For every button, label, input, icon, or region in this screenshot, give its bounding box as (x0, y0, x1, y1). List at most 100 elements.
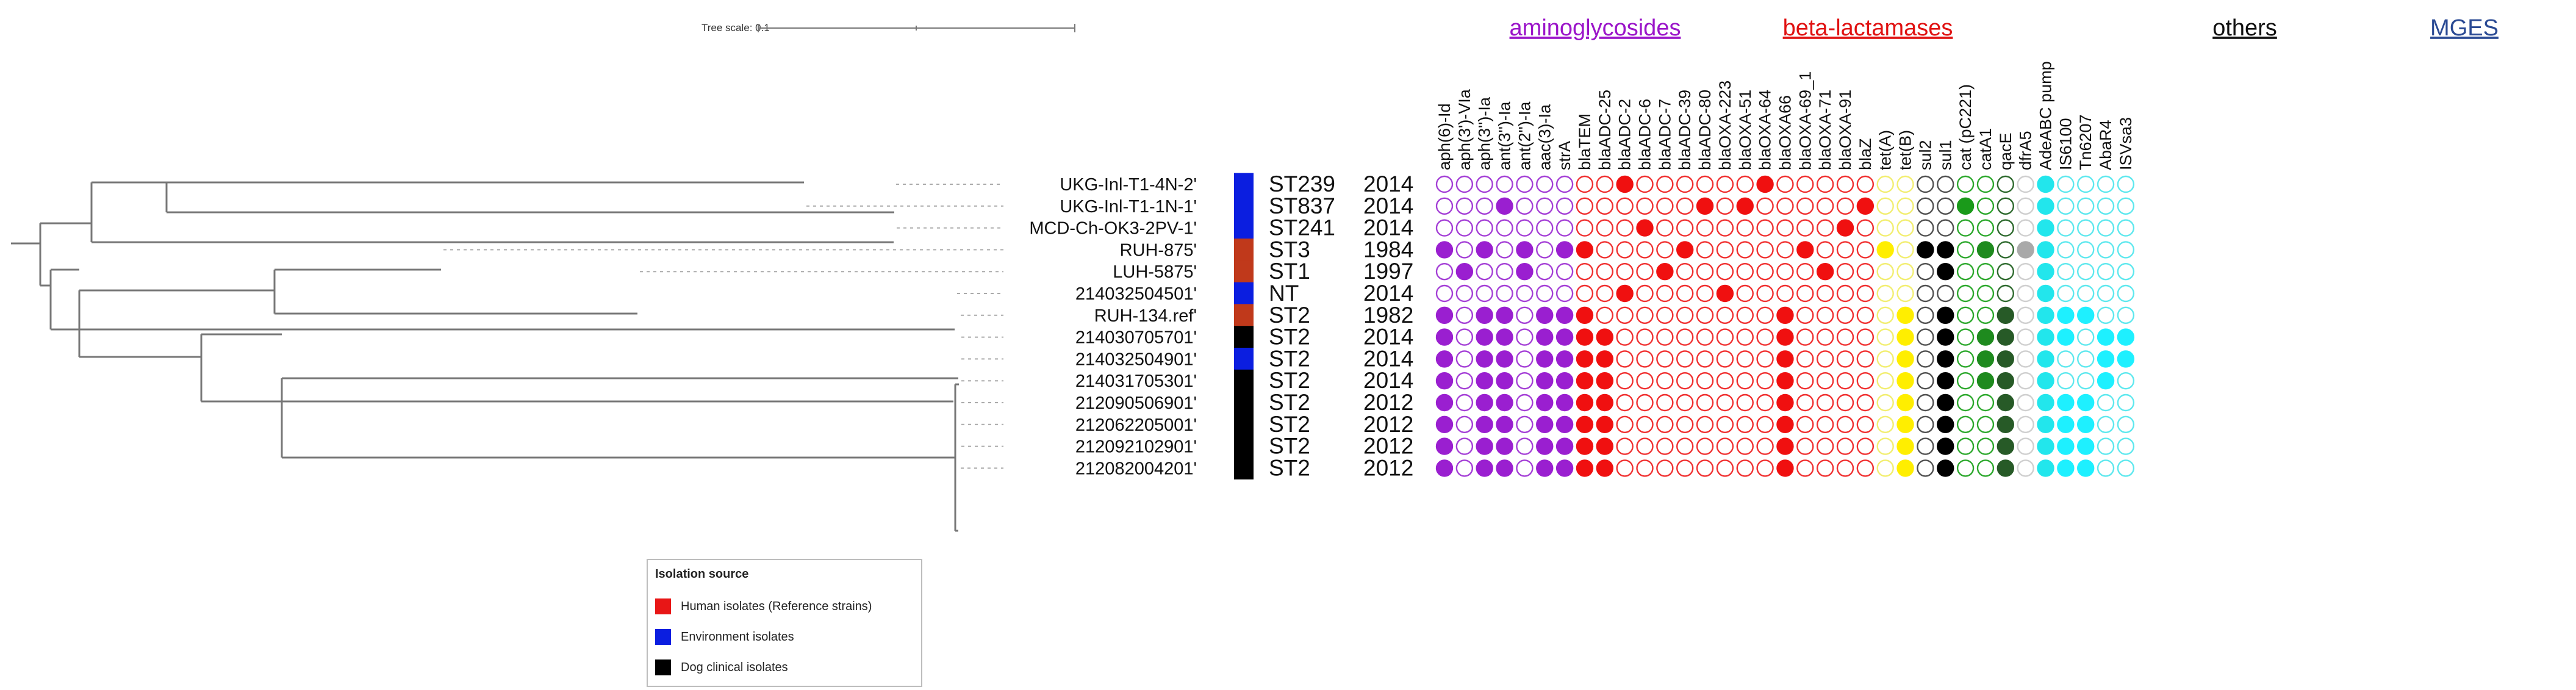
gene-absent-marker (1776, 284, 1794, 303)
gene-present-marker (1596, 415, 1614, 433)
gene-present-marker (2037, 459, 2054, 477)
gene-absent-marker (2017, 394, 2034, 412)
gene-absent-marker (1756, 328, 1774, 346)
gene-column-header: blaTEM (1576, 113, 1594, 170)
gene-absent-marker (1816, 437, 1834, 455)
gene-absent-marker (2057, 197, 2075, 215)
aminoglycosides-header: aminoglycosides (1510, 15, 1681, 41)
gene-present-marker (1956, 197, 1975, 215)
gene-absent-marker (1636, 263, 1654, 281)
gene-column-header: AbaR4 (2097, 120, 2115, 170)
gene-present-marker (1596, 394, 1614, 412)
gene-absent-marker (1636, 394, 1654, 412)
gene-absent-marker (1997, 219, 2015, 237)
gene-absent-marker (1917, 197, 1934, 215)
gene-absent-marker (1937, 284, 1954, 303)
gene-present-marker (1476, 415, 1493, 433)
gene-absent-marker (2097, 175, 2115, 193)
gene-absent-marker (1776, 175, 1794, 193)
gene-absent-marker (1576, 197, 1594, 215)
gene-absent-marker (2076, 284, 2095, 303)
gene-absent-marker (1836, 394, 1854, 412)
gene-present-marker (2037, 263, 2054, 281)
gene-absent-marker (1917, 175, 1934, 193)
gene-absent-marker (1476, 175, 1493, 193)
gene-absent-marker (1596, 197, 1614, 215)
gene-absent-marker (2117, 372, 2135, 390)
gene-absent-marker (1676, 415, 1694, 433)
taxon-label: 214031705301' (1075, 372, 1197, 391)
gene-absent-marker (1476, 284, 1493, 303)
source-strip-cell (1234, 369, 1254, 392)
gene-absent-marker (1956, 372, 1975, 390)
gene-absent-marker (1716, 415, 1734, 433)
gene-absent-marker (1956, 284, 1975, 303)
sequence-type: ST2 (1269, 368, 1310, 393)
gene-present-marker (1937, 263, 1954, 281)
gene-present-marker (1997, 415, 2015, 433)
gene-absent-marker (1596, 284, 1614, 303)
gene-absent-marker (2017, 175, 2034, 193)
gene-absent-marker (1716, 328, 1734, 346)
gene-absent-marker (2017, 437, 2034, 455)
gene-present-marker (1555, 350, 1574, 368)
gene-absent-marker (1616, 372, 1634, 390)
gene-absent-marker (1536, 263, 1554, 281)
gene-column-header: blaOXA-64 (1756, 90, 1774, 170)
isolation-year: 2012 (1363, 412, 1413, 437)
gene-present-marker (1776, 328, 1794, 346)
gene-present-marker (1997, 372, 2015, 390)
gene-present-marker (1496, 372, 1513, 390)
gene-present-marker (1896, 437, 1914, 455)
gene-present-marker (1976, 372, 1995, 390)
legend-swatch-human (655, 598, 671, 614)
gene-absent-marker (1516, 175, 1534, 193)
gene-absent-marker (2117, 219, 2135, 237)
gene-present-marker (1536, 437, 1554, 455)
gene-absent-marker (2097, 306, 2115, 324)
gene-absent-marker (1455, 415, 1474, 433)
gene-present-marker (1616, 175, 1634, 193)
gene-absent-marker (2097, 415, 2115, 433)
phylogenetic-tree (11, 181, 959, 532)
gene-absent-marker (1455, 197, 1474, 215)
gene-absent-marker (1796, 350, 1814, 368)
gene-absent-marker (1736, 284, 1754, 303)
gene-present-marker (1776, 415, 1794, 433)
gene-absent-marker (1876, 197, 1894, 215)
gene-absent-marker (1876, 263, 1894, 281)
gene-present-marker (1716, 284, 1734, 303)
gene-absent-marker (1836, 263, 1854, 281)
gene-present-marker (2097, 372, 2115, 390)
gene-absent-marker (1836, 437, 1854, 455)
gene-absent-marker (1496, 175, 1513, 193)
gene-column-header: IS6100 (2056, 118, 2075, 170)
gene-absent-marker (1816, 241, 1834, 259)
gene-absent-marker (2097, 394, 2115, 412)
gene-column-header: blaOXA-71 (1816, 90, 1834, 170)
gene-absent-marker (1516, 415, 1534, 433)
gene-present-marker (1896, 415, 1914, 433)
gene-absent-marker (1997, 284, 2015, 303)
taxon-label: UKG-Inl-T1-4N-2' (1060, 175, 1197, 195)
gene-absent-marker (1976, 415, 1995, 433)
gene-present-marker (2037, 415, 2054, 433)
gene-present-marker (1435, 328, 1454, 346)
legend-label-human: Human isolates (Reference strains) (681, 599, 872, 613)
gene-present-marker (2076, 415, 2095, 433)
gene-absent-marker (2076, 372, 2095, 390)
gene-absent-marker (1736, 459, 1754, 477)
source-strip-cell (1234, 391, 1254, 414)
gene-absent-marker (1776, 241, 1794, 259)
taxon-label: RUH-134.ref' (1094, 306, 1197, 326)
gene-absent-marker (1435, 175, 1454, 193)
isolation-year: 2012 (1363, 390, 1413, 415)
gene-absent-marker (1776, 197, 1794, 215)
gene-absent-marker (1736, 394, 1754, 412)
gene-absent-marker (1956, 175, 1975, 193)
gene-absent-marker (1856, 394, 1875, 412)
gene-present-marker (1976, 350, 1995, 368)
gene-absent-marker (1435, 263, 1454, 281)
gene-present-marker (1435, 306, 1454, 324)
gene-absent-marker (1616, 350, 1634, 368)
